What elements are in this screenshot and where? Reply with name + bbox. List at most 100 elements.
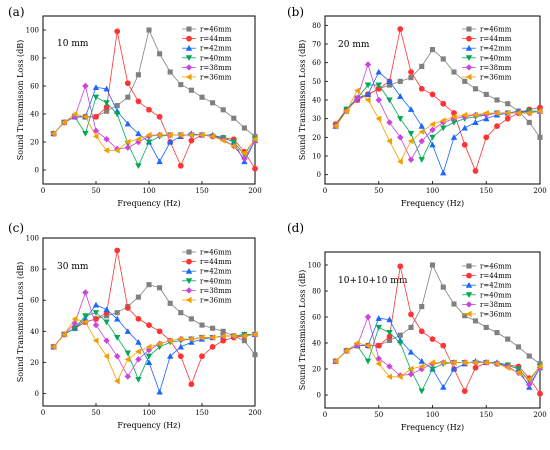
data-point (536, 363, 543, 370)
data-point (178, 310, 184, 316)
data-point (241, 332, 247, 340)
data-point (483, 359, 489, 366)
data-point (71, 315, 78, 323)
data-point (103, 85, 110, 92)
data-point (397, 158, 403, 165)
data-point (220, 332, 226, 340)
data-point (82, 82, 89, 90)
data-point (92, 310, 100, 316)
data-point (146, 106, 152, 113)
legend-marker (185, 296, 192, 304)
data-point (114, 247, 121, 254)
data-point (375, 68, 382, 75)
data-point (364, 342, 371, 349)
data-point (145, 353, 153, 360)
data-point (505, 101, 511, 107)
data-point (504, 109, 511, 117)
x-tick-label: 150 (195, 409, 208, 417)
data-point (375, 115, 382, 122)
y-axis-label: Sound Transmisson Loss (dB) (298, 270, 307, 390)
data-point (167, 131, 173, 139)
data-point (114, 28, 121, 35)
data-point (472, 359, 479, 366)
data-point (177, 335, 184, 343)
legend-label: r=40mm (200, 277, 232, 285)
data-point (493, 360, 500, 367)
data-point (167, 69, 173, 75)
data-point (124, 80, 131, 87)
panel-label: (d) (287, 221, 304, 235)
data-point (440, 117, 446, 124)
y-tick-label: 70 (312, 41, 321, 49)
x-axis-label: Frequency (Hz) (401, 199, 464, 208)
data-point (124, 144, 131, 151)
data-point (199, 353, 205, 360)
data-point (375, 96, 382, 104)
data-point (407, 131, 415, 137)
series-r=42mm (50, 301, 259, 395)
legend-label: r=46mm (200, 26, 232, 34)
data-point (515, 344, 522, 350)
data-point (397, 332, 403, 338)
data-point (177, 131, 184, 139)
x-tick-label: 50 (374, 187, 383, 195)
data-point (537, 390, 543, 397)
data-point (135, 339, 142, 345)
data-point (177, 343, 184, 350)
data-point (209, 344, 216, 350)
data-point (220, 107, 226, 113)
data-point (103, 136, 110, 143)
series-line (335, 315, 541, 386)
data-point (343, 108, 350, 115)
data-point (526, 376, 532, 383)
legend-label: r=38mm (200, 287, 232, 295)
data-point (537, 361, 543, 367)
data-point (114, 103, 120, 109)
data-point (440, 125, 447, 132)
data-point (252, 133, 258, 139)
data-point (505, 336, 511, 342)
data-point (135, 376, 142, 383)
chart-panel-2: (b) 0 50 100 150 200 0 10 20 30 40 50 60 70 80 Frequenc… (287, 5, 547, 208)
legend-label: r=46mm (200, 249, 232, 257)
data-point (343, 347, 350, 354)
data-point (104, 108, 110, 114)
data-point (429, 91, 436, 98)
x-axis-label: Frequency (Hz) (117, 199, 180, 208)
data-point (71, 320, 78, 327)
data-point (178, 82, 184, 88)
thickness-label: 20 mm (338, 40, 370, 50)
x-tick-label: 50 (92, 409, 101, 417)
data-point (407, 365, 414, 373)
data-point (375, 315, 382, 321)
data-point (241, 150, 247, 157)
data-point (429, 47, 436, 53)
data-point (230, 139, 237, 146)
thickness-label: 10 mm (57, 39, 89, 49)
data-point (472, 86, 479, 92)
data-point (71, 110, 78, 118)
data-point (407, 156, 415, 163)
data-point (461, 141, 468, 148)
data-point (429, 359, 436, 366)
data-point (167, 138, 174, 145)
data-point (157, 51, 163, 57)
data-point (71, 325, 78, 332)
data-point (397, 116, 404, 122)
data-point (114, 353, 121, 360)
data-point (429, 121, 436, 128)
data-point (61, 119, 67, 126)
data-point (124, 328, 131, 334)
data-point (103, 147, 110, 154)
data-point (494, 97, 500, 103)
data-point (386, 119, 393, 126)
data-point (537, 134, 543, 140)
data-point (156, 340, 163, 347)
y-tick-label: 20 (30, 359, 39, 367)
data-point (418, 328, 425, 335)
data-point (82, 113, 88, 120)
data-point (92, 127, 100, 134)
legend-marker (465, 73, 472, 81)
y-tick-label: 40 (312, 97, 321, 105)
